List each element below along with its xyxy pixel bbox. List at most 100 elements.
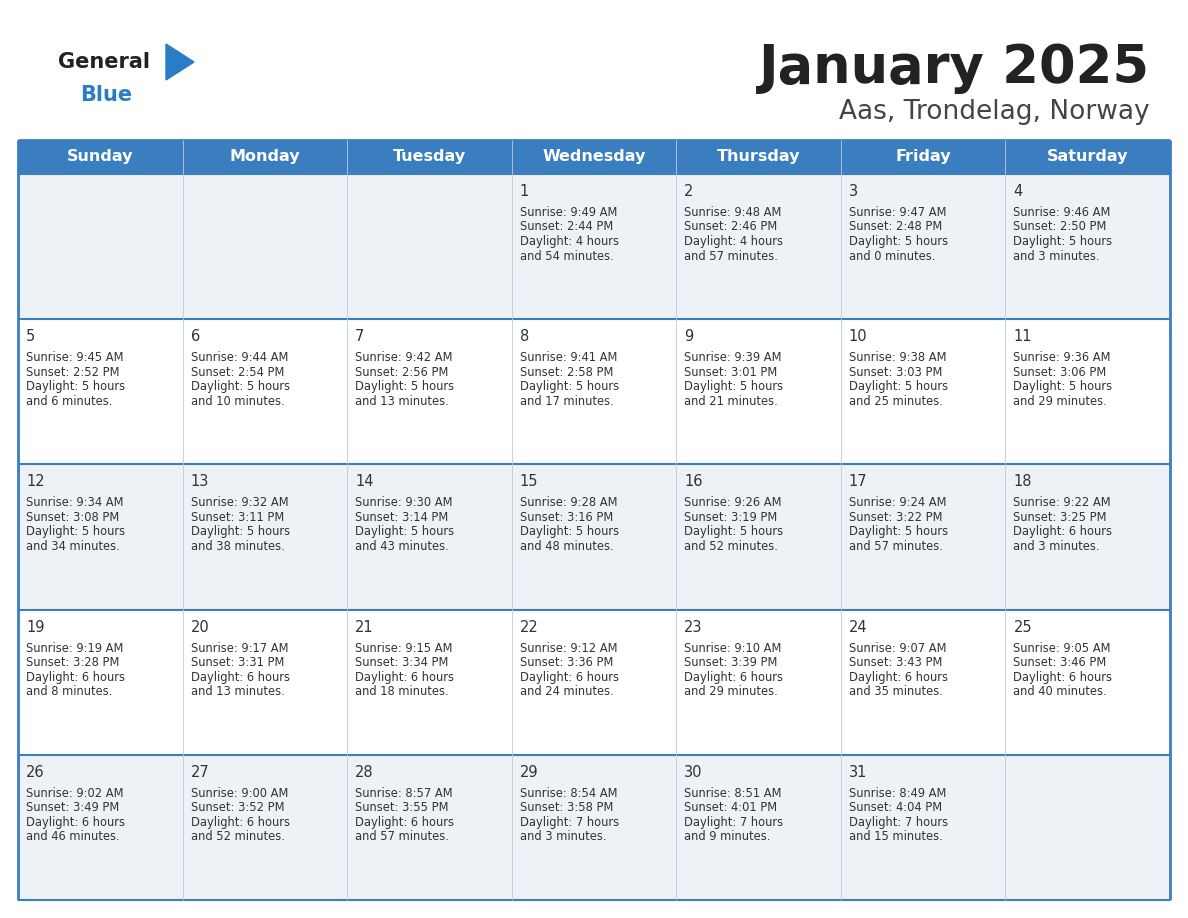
Bar [1005, 319, 1170, 465]
Text: and 8 minutes.: and 8 minutes. [26, 685, 113, 698]
Bar [841, 174, 1005, 319]
Text: 1: 1 [519, 184, 529, 199]
Text: Daylight: 5 hours: Daylight: 5 hours [849, 525, 948, 538]
Text: and 3 minutes.: and 3 minutes. [519, 830, 606, 844]
Text: 15: 15 [519, 475, 538, 489]
Text: Aas, Trondelag, Norway: Aas, Trondelag, Norway [840, 99, 1150, 125]
Text: Sunrise: 9:47 AM: Sunrise: 9:47 AM [849, 206, 947, 219]
Text: Daylight: 5 hours: Daylight: 5 hours [355, 525, 454, 538]
Text: Daylight: 5 hours: Daylight: 5 hours [355, 380, 454, 393]
Text: Sunset: 2:50 PM: Sunset: 2:50 PM [1013, 220, 1107, 233]
Text: Sunset: 3:58 PM: Sunset: 3:58 PM [519, 801, 613, 814]
Bar [841, 755, 1005, 900]
Text: and 48 minutes.: and 48 minutes. [519, 540, 613, 553]
Text: Daylight: 5 hours: Daylight: 5 hours [26, 525, 125, 538]
Bar [841, 465, 1005, 610]
Text: Daylight: 6 hours: Daylight: 6 hours [849, 671, 948, 684]
Text: and 9 minutes.: and 9 minutes. [684, 830, 771, 844]
Bar [347, 755, 512, 900]
Text: Sunrise: 9:41 AM: Sunrise: 9:41 AM [519, 352, 617, 364]
Bar [676, 465, 841, 610]
Text: Sunrise: 9:45 AM: Sunrise: 9:45 AM [26, 352, 124, 364]
Bar [676, 755, 841, 900]
Text: Daylight: 5 hours: Daylight: 5 hours [519, 525, 619, 538]
Text: Sunset: 2:52 PM: Sunset: 2:52 PM [26, 365, 120, 379]
Text: and 35 minutes.: and 35 minutes. [849, 685, 943, 698]
Text: Sunset: 3:43 PM: Sunset: 3:43 PM [849, 656, 942, 669]
Bar [1005, 755, 1170, 900]
Text: Sunset: 2:58 PM: Sunset: 2:58 PM [519, 365, 613, 379]
Text: Blue: Blue [80, 85, 132, 105]
Bar [1005, 465, 1170, 610]
Text: Sunrise: 9:19 AM: Sunrise: 9:19 AM [26, 642, 124, 655]
Bar [512, 465, 676, 610]
Text: and 21 minutes.: and 21 minutes. [684, 395, 778, 408]
Bar [18, 140, 183, 174]
Text: and 57 minutes.: and 57 minutes. [684, 250, 778, 263]
Text: and 54 minutes.: and 54 minutes. [519, 250, 613, 263]
Text: Daylight: 5 hours: Daylight: 5 hours [849, 380, 948, 393]
Text: Sunset: 4:04 PM: Sunset: 4:04 PM [849, 801, 942, 814]
Text: Sunrise: 8:49 AM: Sunrise: 8:49 AM [849, 787, 946, 800]
Text: Sunset: 3:49 PM: Sunset: 3:49 PM [26, 801, 119, 814]
Text: 17: 17 [849, 475, 867, 489]
Bar [183, 319, 347, 465]
Text: Sunset: 3:01 PM: Sunset: 3:01 PM [684, 365, 777, 379]
Text: 13: 13 [190, 475, 209, 489]
Bar [841, 319, 1005, 465]
Text: Sunrise: 9:07 AM: Sunrise: 9:07 AM [849, 642, 947, 655]
Text: Daylight: 6 hours: Daylight: 6 hours [190, 671, 290, 684]
Text: Sunset: 3:28 PM: Sunset: 3:28 PM [26, 656, 119, 669]
Text: January 2025: January 2025 [759, 42, 1150, 94]
Bar [512, 140, 676, 174]
Text: Sunset: 3:39 PM: Sunset: 3:39 PM [684, 656, 778, 669]
Text: Sunrise: 9:46 AM: Sunrise: 9:46 AM [1013, 206, 1111, 219]
Text: 19: 19 [26, 620, 44, 634]
Text: Sunrise: 9:32 AM: Sunrise: 9:32 AM [190, 497, 289, 509]
Text: and 24 minutes.: and 24 minutes. [519, 685, 613, 698]
Text: Sunset: 3:22 PM: Sunset: 3:22 PM [849, 511, 942, 524]
Bar [347, 140, 512, 174]
Text: Sunset: 3:52 PM: Sunset: 3:52 PM [190, 801, 284, 814]
Text: Sunset: 3:03 PM: Sunset: 3:03 PM [849, 365, 942, 379]
Text: Monday: Monday [229, 150, 301, 164]
Text: 4: 4 [1013, 184, 1023, 199]
Text: Sunrise: 9:39 AM: Sunrise: 9:39 AM [684, 352, 782, 364]
Bar [1005, 140, 1170, 174]
Text: and 43 minutes.: and 43 minutes. [355, 540, 449, 553]
Text: Sunrise: 9:48 AM: Sunrise: 9:48 AM [684, 206, 782, 219]
Text: Sunrise: 8:57 AM: Sunrise: 8:57 AM [355, 787, 453, 800]
Text: and 52 minutes.: and 52 minutes. [684, 540, 778, 553]
Text: General: General [58, 52, 150, 72]
Text: and 6 minutes.: and 6 minutes. [26, 395, 113, 408]
Text: 14: 14 [355, 475, 374, 489]
Bar [18, 174, 183, 319]
Text: Daylight: 7 hours: Daylight: 7 hours [519, 816, 619, 829]
Text: and 25 minutes.: and 25 minutes. [849, 395, 943, 408]
Text: Sunset: 3:06 PM: Sunset: 3:06 PM [1013, 365, 1107, 379]
Text: and 40 minutes.: and 40 minutes. [1013, 685, 1107, 698]
Text: 28: 28 [355, 765, 374, 779]
Text: Sunrise: 8:51 AM: Sunrise: 8:51 AM [684, 787, 782, 800]
Text: Daylight: 7 hours: Daylight: 7 hours [849, 816, 948, 829]
Text: Daylight: 5 hours: Daylight: 5 hours [26, 380, 125, 393]
Text: and 3 minutes.: and 3 minutes. [1013, 540, 1100, 553]
Text: Sunrise: 9:49 AM: Sunrise: 9:49 AM [519, 206, 617, 219]
Bar [347, 465, 512, 610]
Text: 23: 23 [684, 620, 703, 634]
Bar [347, 319, 512, 465]
Polygon shape [166, 44, 194, 80]
Text: Daylight: 5 hours: Daylight: 5 hours [190, 525, 290, 538]
Text: Daylight: 6 hours: Daylight: 6 hours [1013, 525, 1112, 538]
Text: Sunset: 3:34 PM: Sunset: 3:34 PM [355, 656, 449, 669]
Bar [183, 755, 347, 900]
Text: Daylight: 5 hours: Daylight: 5 hours [190, 380, 290, 393]
Text: Sunday: Sunday [67, 150, 133, 164]
Text: Sunset: 2:44 PM: Sunset: 2:44 PM [519, 220, 613, 233]
Text: 22: 22 [519, 620, 538, 634]
Text: 8: 8 [519, 330, 529, 344]
Bar [676, 140, 841, 174]
Bar [18, 465, 183, 610]
Text: Daylight: 6 hours: Daylight: 6 hours [355, 671, 454, 684]
Text: and 0 minutes.: and 0 minutes. [849, 250, 935, 263]
